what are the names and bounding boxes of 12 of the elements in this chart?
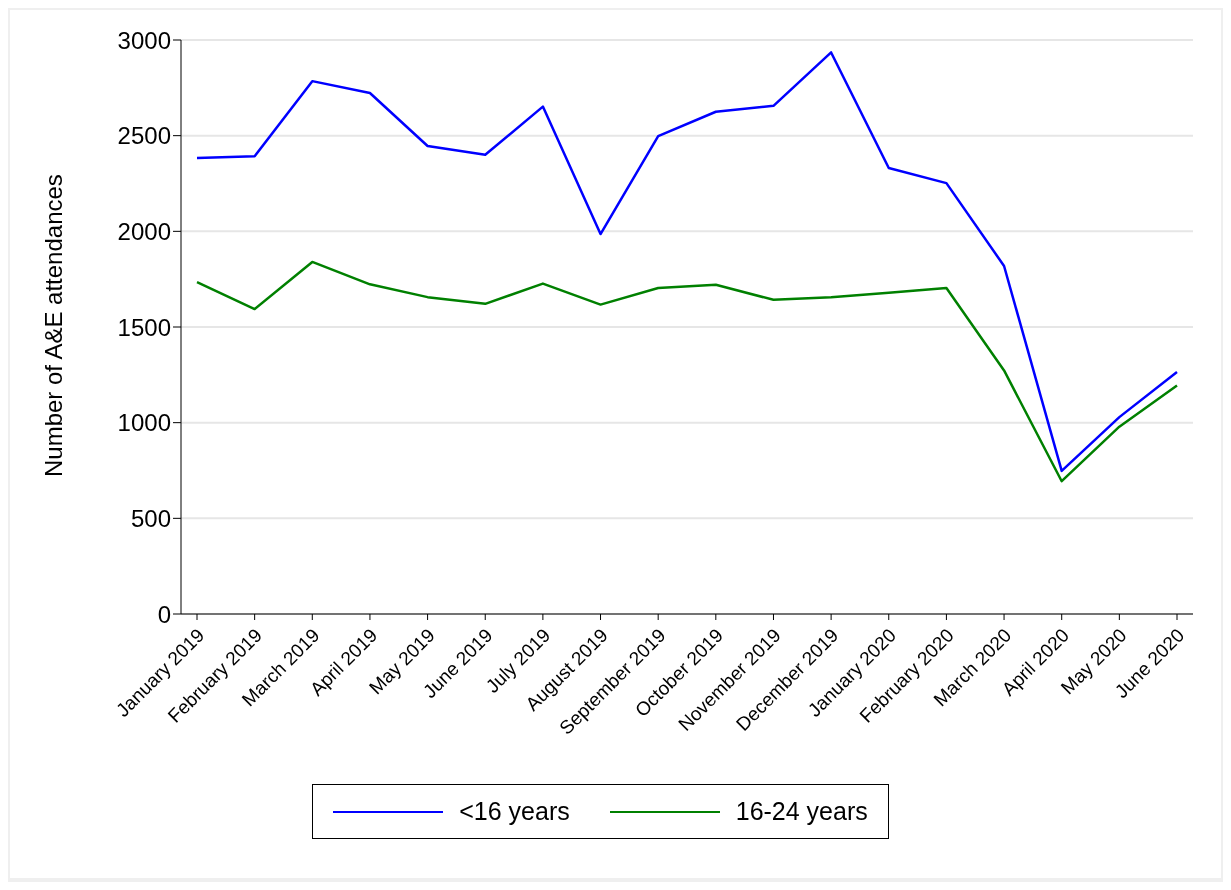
y-tick-label: 500 [130,504,171,532]
y-tick-label: 2000 [117,217,171,245]
y-tick-label: 2500 [117,122,171,150]
y-tick-label: 3000 [117,26,171,54]
line-series [195,260,1179,483]
y-tick-label: 1500 [117,313,171,341]
legend-label: <16 years [459,797,570,826]
y-tick-label: 1000 [117,409,171,437]
line-series [195,51,1179,473]
y-tick-label: 0 [157,600,171,628]
legend-label: 16-24 years [735,797,868,826]
y-axis-title: Number of A&E attendances [39,174,67,477]
